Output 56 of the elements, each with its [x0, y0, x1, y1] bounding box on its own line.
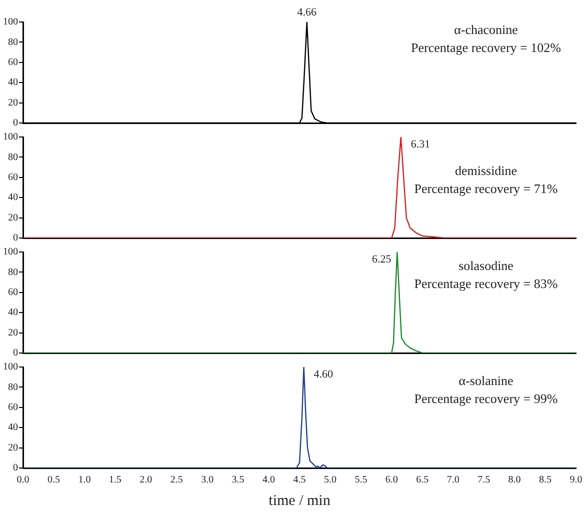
annotation: Percentage recovery = 102% — [411, 40, 562, 55]
annotation: Percentage recovery = 83% — [414, 276, 558, 291]
y-tick-label: 100 — [3, 132, 18, 143]
y-tick-label: 80 — [8, 152, 18, 163]
y-tick-label: 40 — [8, 77, 18, 88]
x-tick-label: 6.5 — [416, 474, 429, 486]
annotation: α-solanine — [458, 372, 514, 388]
y-tick-label: 20 — [8, 212, 18, 224]
x-tick-label: 4.5 — [293, 474, 306, 486]
y-tick-label: 40 — [8, 307, 18, 318]
y-tick-label: 100 — [3, 16, 18, 28]
x-tick-label: 8.5 — [539, 474, 552, 486]
y-tick-label: 60 — [8, 172, 18, 184]
y-tick-label: 60 — [8, 57, 18, 68]
x-tick-label: 1.0 — [78, 474, 91, 486]
y-tick-label: 20 — [8, 97, 18, 108]
x-tick-label: 7.0 — [446, 474, 460, 486]
y-tick-label: 0 — [13, 348, 18, 359]
y-tick-label: 40 — [8, 422, 18, 434]
x-tick-label: 1.5 — [108, 474, 122, 486]
annotation: solasodine — [458, 258, 514, 273]
y-tick-label: 80 — [8, 382, 18, 393]
annotation: 6.25 — [372, 253, 392, 266]
x-tick-label: 9.0 — [570, 474, 582, 486]
x-tick-label: 5.5 — [354, 474, 368, 486]
x-tick-label: 2.5 — [170, 474, 183, 486]
y-tick-label: 20 — [8, 442, 18, 454]
x-tick-label: 0.0 — [16, 474, 30, 486]
annotation: Percentage recovery = 99% — [414, 390, 558, 406]
annotation: Percentage recovery = 71% — [414, 180, 558, 196]
y-tick-label: 0 — [13, 232, 18, 244]
x-tick-label: 7.5 — [478, 474, 490, 486]
x-tick-label: 6.0 — [385, 474, 398, 486]
y-tick-label: 0 — [13, 118, 18, 129]
annotation: 6.31 — [410, 138, 430, 150]
x-tick-label: 5.0 — [324, 474, 336, 486]
x-axis-title: time / min — [268, 492, 331, 509]
y-tick-label: 40 — [8, 192, 18, 204]
annotation: 4.60 — [314, 368, 334, 380]
y-tick-label: 60 — [8, 402, 18, 414]
y-tick-label: 20 — [8, 327, 18, 338]
annotation: demissidine — [454, 162, 518, 178]
y-tick-label: 80 — [8, 266, 18, 278]
x-tick-label: 4.0 — [262, 474, 276, 486]
y-tick-label: 0 — [13, 462, 18, 474]
y-tick-label: 60 — [8, 287, 18, 298]
x-tick-label: 3.5 — [232, 474, 244, 486]
annotation: α-chaconine — [454, 22, 518, 37]
x-tick-label: 0.5 — [47, 474, 60, 486]
x-tick-label: 2.0 — [140, 474, 152, 486]
x-tick-label: 3.0 — [201, 474, 214, 486]
y-tick-label: 100 — [3, 362, 18, 373]
y-tick-label: 100 — [3, 246, 18, 258]
x-tick-label: 8.0 — [508, 474, 521, 486]
y-tick-label: 80 — [8, 36, 18, 48]
annotation: 4.66 — [297, 6, 317, 18]
